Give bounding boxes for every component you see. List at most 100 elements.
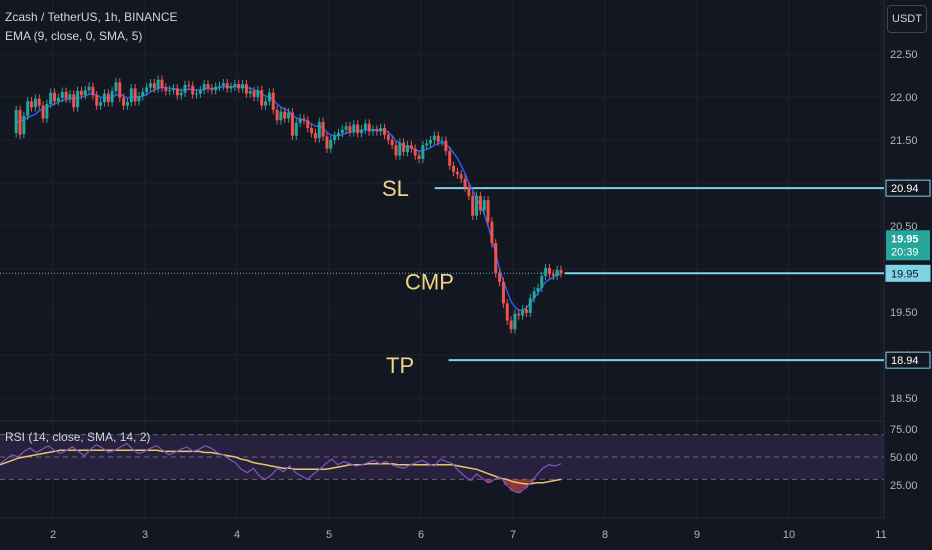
price-tick-label: 22.00 (890, 92, 918, 104)
candle-body (14, 109, 18, 134)
candle-body (95, 95, 99, 106)
candle-body (452, 165, 456, 172)
candle-body (402, 142, 406, 153)
candle-body (313, 133, 317, 139)
candle-body (26, 101, 30, 116)
candle-body (356, 124, 360, 134)
candle-body (237, 84, 241, 89)
candle-body (501, 281, 505, 304)
symbol-legend[interactable]: Zcash / TetherUS, 1h, BINANCE (5, 10, 178, 24)
currency-button[interactable]: USDT (887, 5, 927, 33)
candle-body (102, 93, 106, 103)
candle-body (164, 87, 168, 91)
candle-body (183, 84, 187, 93)
price-axis[interactable]: 22.5022.0021.5021.0020.5020.0019.5019.00… (885, 49, 931, 492)
candle-body (256, 90, 260, 97)
candle-body (344, 126, 348, 130)
candle-body (195, 93, 199, 95)
last-price-tag (886, 230, 930, 261)
candle-body (306, 120, 310, 128)
price-tick-label: 20.50 (890, 221, 918, 233)
candle-body (394, 145, 398, 156)
candle-body (390, 140, 394, 146)
candle-body (340, 129, 344, 134)
level-label-cmp[interactable]: CMP (405, 269, 454, 294)
candle-body (547, 268, 551, 275)
time-tick-label: 9 (694, 529, 700, 541)
candle-body (83, 90, 87, 96)
candle-body (125, 102, 129, 106)
candle-body (509, 320, 513, 330)
candle-body (179, 92, 183, 96)
candle-body (386, 134, 390, 140)
candle-body (267, 92, 271, 102)
candle-body (60, 91, 64, 98)
candle-body (37, 98, 41, 106)
time-tick-label: 3 (142, 529, 148, 541)
time-tick-label: 6 (418, 529, 424, 541)
candle-body (271, 92, 275, 110)
candle-body (202, 84, 206, 91)
candle-body (175, 88, 179, 96)
candle-body (444, 140, 448, 152)
candle-body (264, 101, 268, 106)
trade-levels[interactable]: SL CMP TP (0, 176, 884, 378)
ema-legend[interactable]: EMA (9, close, 0, SMA, 5) (5, 29, 143, 43)
candle-body (275, 109, 279, 121)
candle-body (252, 90, 256, 97)
rsi-ma-line (0, 449, 562, 485)
candle-body (122, 97, 126, 106)
candle-body (241, 84, 245, 89)
candle-body (290, 112, 294, 136)
rsi-legend[interactable]: RSI (14, close, SMA, 14, 2) (5, 430, 151, 444)
candle-body (363, 123, 367, 130)
candle-body (382, 127, 386, 135)
time-axis[interactable]: 2 3 4 5 6 7 8 9 10 11 (50, 529, 887, 541)
candle-body (91, 86, 95, 96)
candle-body (56, 97, 60, 102)
level-label-sl[interactable]: SL (382, 176, 409, 201)
candle-body (99, 102, 103, 106)
candle-body (348, 126, 352, 133)
candle-body (72, 94, 76, 108)
candle-body (471, 195, 475, 216)
candle-body (528, 298, 532, 313)
candle-body (494, 243, 498, 274)
candle-body (283, 111, 287, 119)
candles (14, 75, 563, 334)
candle-body (436, 135, 440, 142)
candle-body (218, 85, 222, 87)
candle-body (475, 195, 479, 216)
rsi-tick-label: 25.00 (890, 480, 918, 492)
time-tick-label: 8 (602, 529, 608, 541)
candle-body (459, 174, 463, 179)
price-tag-sl (885, 179, 931, 197)
candle-body (429, 140, 433, 144)
rsi-series (0, 442, 562, 494)
candle-body (536, 287, 540, 292)
candle-body (221, 83, 225, 86)
candle-body (49, 92, 53, 104)
candle-body (248, 90, 252, 94)
candle-body (106, 93, 110, 103)
rsi-tick-label: 50.00 (890, 452, 918, 464)
candle-body (317, 121, 321, 139)
candle-body (336, 133, 340, 136)
candle-body (210, 88, 214, 91)
candle-body (521, 309, 525, 316)
candle-body (244, 84, 248, 94)
price-tag-cmp (885, 264, 931, 282)
level-label-tp[interactable]: TP (386, 353, 414, 378)
candle-body (18, 109, 22, 135)
candle-body (325, 136, 329, 149)
candle-body (448, 151, 452, 166)
rsi-line (0, 442, 562, 494)
candle-body (191, 85, 195, 95)
candle-body (114, 82, 118, 91)
candle-body (333, 135, 337, 140)
candle-body (486, 200, 490, 222)
time-tick-label: 10 (783, 529, 795, 541)
candle-body (532, 291, 536, 299)
candle-body (168, 90, 172, 92)
